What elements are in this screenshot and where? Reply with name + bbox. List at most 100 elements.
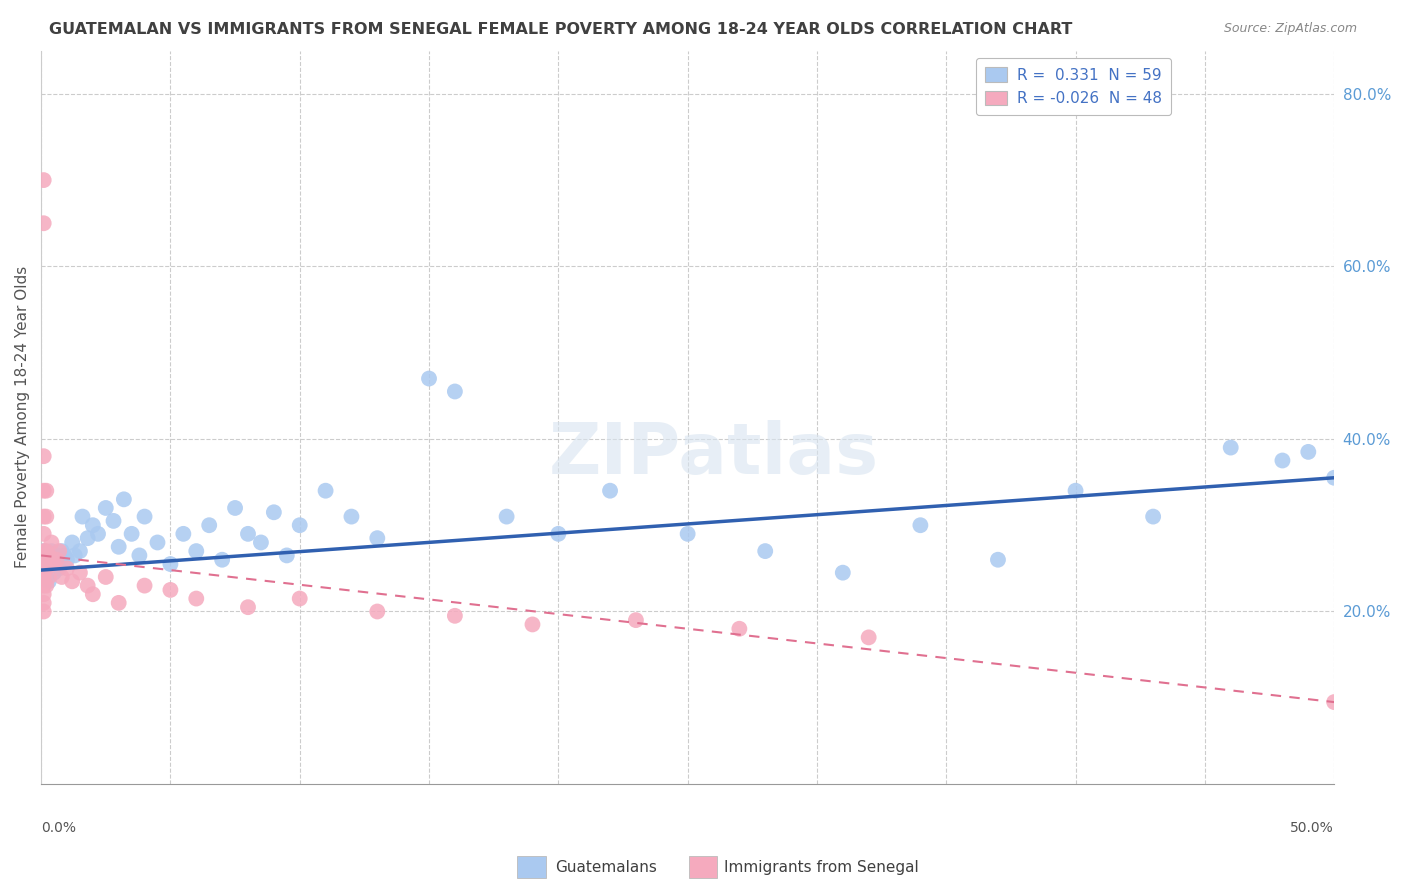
Point — [48, 561, 70, 575]
Point — [186, 591, 208, 606]
Point — [198, 518, 221, 533]
Point — [1064, 483, 1087, 498]
Point — [35, 553, 58, 567]
Text: 0.0%: 0.0% — [41, 821, 76, 835]
Point — [42, 553, 65, 567]
Point — [599, 483, 621, 498]
Point — [38, 574, 60, 589]
Point — [103, 514, 125, 528]
Point — [94, 570, 117, 584]
Point — [1271, 453, 1294, 467]
Point — [134, 579, 156, 593]
Point — [676, 526, 699, 541]
Point — [87, 526, 110, 541]
Point — [32, 561, 55, 575]
Point — [1219, 441, 1241, 455]
Point — [42, 566, 65, 580]
Point — [32, 544, 55, 558]
Point — [831, 566, 853, 580]
Point — [1142, 509, 1164, 524]
Point — [76, 531, 98, 545]
Point — [35, 509, 58, 524]
Point — [418, 371, 440, 385]
Point — [60, 574, 83, 589]
Point — [910, 518, 932, 533]
Point — [32, 526, 55, 541]
Point — [38, 557, 60, 571]
Point — [263, 505, 285, 519]
Point — [112, 492, 135, 507]
Point — [32, 561, 55, 575]
Point — [1298, 445, 1320, 459]
Point — [224, 500, 246, 515]
Point — [51, 544, 73, 558]
Point — [42, 557, 65, 571]
Point — [366, 605, 388, 619]
Point — [522, 617, 544, 632]
Point — [236, 600, 259, 615]
Point — [250, 535, 273, 549]
Point — [32, 579, 55, 593]
Point — [444, 608, 467, 623]
Point — [41, 535, 63, 549]
Point — [32, 570, 55, 584]
Point — [340, 509, 363, 524]
Point — [121, 526, 143, 541]
Point — [211, 553, 233, 567]
Point — [32, 553, 55, 567]
Point — [35, 483, 58, 498]
Point — [32, 566, 55, 580]
Point — [72, 509, 94, 524]
Text: Source: ZipAtlas.com: Source: ZipAtlas.com — [1223, 22, 1357, 36]
Point — [128, 549, 150, 563]
Point — [186, 544, 208, 558]
Point — [32, 605, 55, 619]
Point — [547, 526, 569, 541]
Point — [146, 535, 169, 549]
Point — [32, 557, 55, 571]
Point — [32, 544, 55, 558]
Point — [1323, 471, 1346, 485]
Point — [48, 544, 70, 558]
Point — [107, 596, 129, 610]
Point — [32, 216, 55, 230]
Point — [69, 544, 91, 558]
Point — [45, 549, 67, 563]
Point — [60, 535, 83, 549]
Text: ZIPatlas: ZIPatlas — [548, 419, 879, 489]
Y-axis label: Female Poverty Among 18-24 Year Olds: Female Poverty Among 18-24 Year Olds — [15, 266, 30, 568]
Point — [35, 561, 58, 575]
Point — [1323, 695, 1346, 709]
Point — [134, 509, 156, 524]
Point — [624, 613, 647, 627]
Text: Guatemalans: Guatemalans — [555, 860, 657, 874]
Point — [987, 553, 1010, 567]
Point — [32, 483, 55, 498]
Point — [366, 531, 388, 545]
Point — [53, 549, 76, 563]
Point — [63, 549, 86, 563]
Point — [51, 570, 73, 584]
Point — [444, 384, 467, 399]
Point — [159, 557, 181, 571]
Point — [32, 173, 55, 187]
Point — [94, 500, 117, 515]
Point — [82, 518, 104, 533]
Text: GUATEMALAN VS IMMIGRANTS FROM SENEGAL FEMALE POVERTY AMONG 18-24 YEAR OLDS CORRE: GUATEMALAN VS IMMIGRANTS FROM SENEGAL FE… — [49, 22, 1073, 37]
Point — [754, 544, 776, 558]
Point — [82, 587, 104, 601]
Point — [76, 579, 98, 593]
Point — [35, 570, 58, 584]
Point — [32, 596, 55, 610]
Point — [172, 526, 194, 541]
Point — [107, 540, 129, 554]
Point — [276, 549, 298, 563]
Point — [495, 509, 517, 524]
Text: Immigrants from Senegal: Immigrants from Senegal — [724, 860, 920, 874]
Point — [32, 449, 55, 463]
Point — [38, 549, 60, 563]
Point — [32, 549, 55, 563]
Point — [32, 509, 55, 524]
Point — [56, 561, 79, 575]
Point — [236, 526, 259, 541]
